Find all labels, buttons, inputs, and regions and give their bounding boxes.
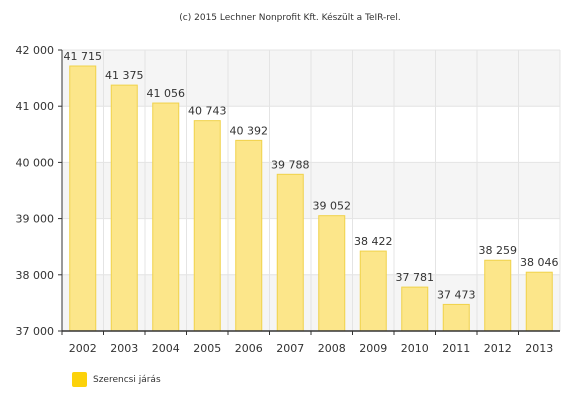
data-label: 40 392 <box>230 124 269 137</box>
data-label: 39 052 <box>313 200 352 213</box>
data-label: 41 056 <box>147 87 186 100</box>
data-label: 38 422 <box>354 235 393 248</box>
x-tick-label: 2008 <box>318 342 346 355</box>
legend-label: Szerencsi járás <box>93 374 161 385</box>
data-label: 37 473 <box>437 288 476 301</box>
x-tick-label: 2009 <box>359 342 387 355</box>
data-label: 41 375 <box>105 69 144 82</box>
y-tick-label: 42 000 <box>16 44 55 57</box>
x-tick-label: 2006 <box>235 342 263 355</box>
y-tick-label: 40 000 <box>16 156 55 169</box>
data-label: 38 046 <box>520 256 559 269</box>
x-tick-label: 2010 <box>401 342 429 355</box>
data-label: 40 743 <box>188 105 227 118</box>
data-label: 39 788 <box>271 158 310 171</box>
bar <box>401 286 429 332</box>
legend-swatch <box>72 372 87 387</box>
data-label: 38 259 <box>479 244 518 257</box>
y-tick-label: 38 000 <box>16 269 55 282</box>
bar <box>276 173 304 332</box>
bar <box>318 215 346 332</box>
bar <box>484 259 512 332</box>
x-tick-label: 2004 <box>152 342 180 355</box>
x-tick-label: 2012 <box>484 342 512 355</box>
bar <box>110 84 138 332</box>
x-tick-label: 2011 <box>442 342 470 355</box>
x-tick-label: 2002 <box>69 342 97 355</box>
x-tick-label: 2003 <box>110 342 138 355</box>
chart-credit: (c) 2015 Lechner Nonprofit Kft. Készült … <box>179 13 401 23</box>
legend[interactable]: Szerencsi járás <box>72 372 161 387</box>
data-label: 41 715 <box>64 50 103 63</box>
bar <box>193 120 221 332</box>
bar <box>69 65 97 332</box>
bar <box>152 102 180 332</box>
x-tick-label: 2013 <box>525 342 553 355</box>
data-label: 37 781 <box>396 271 435 284</box>
bar <box>235 139 263 332</box>
x-tick-label: 2005 <box>193 342 221 355</box>
bar <box>359 250 387 332</box>
x-tick-label: 2007 <box>276 342 304 355</box>
bar <box>525 271 553 332</box>
y-tick-label: 41 000 <box>16 100 55 113</box>
y-tick-label: 39 000 <box>16 213 55 226</box>
y-tick-label: 37 000 <box>16 325 55 338</box>
bar <box>442 303 470 332</box>
